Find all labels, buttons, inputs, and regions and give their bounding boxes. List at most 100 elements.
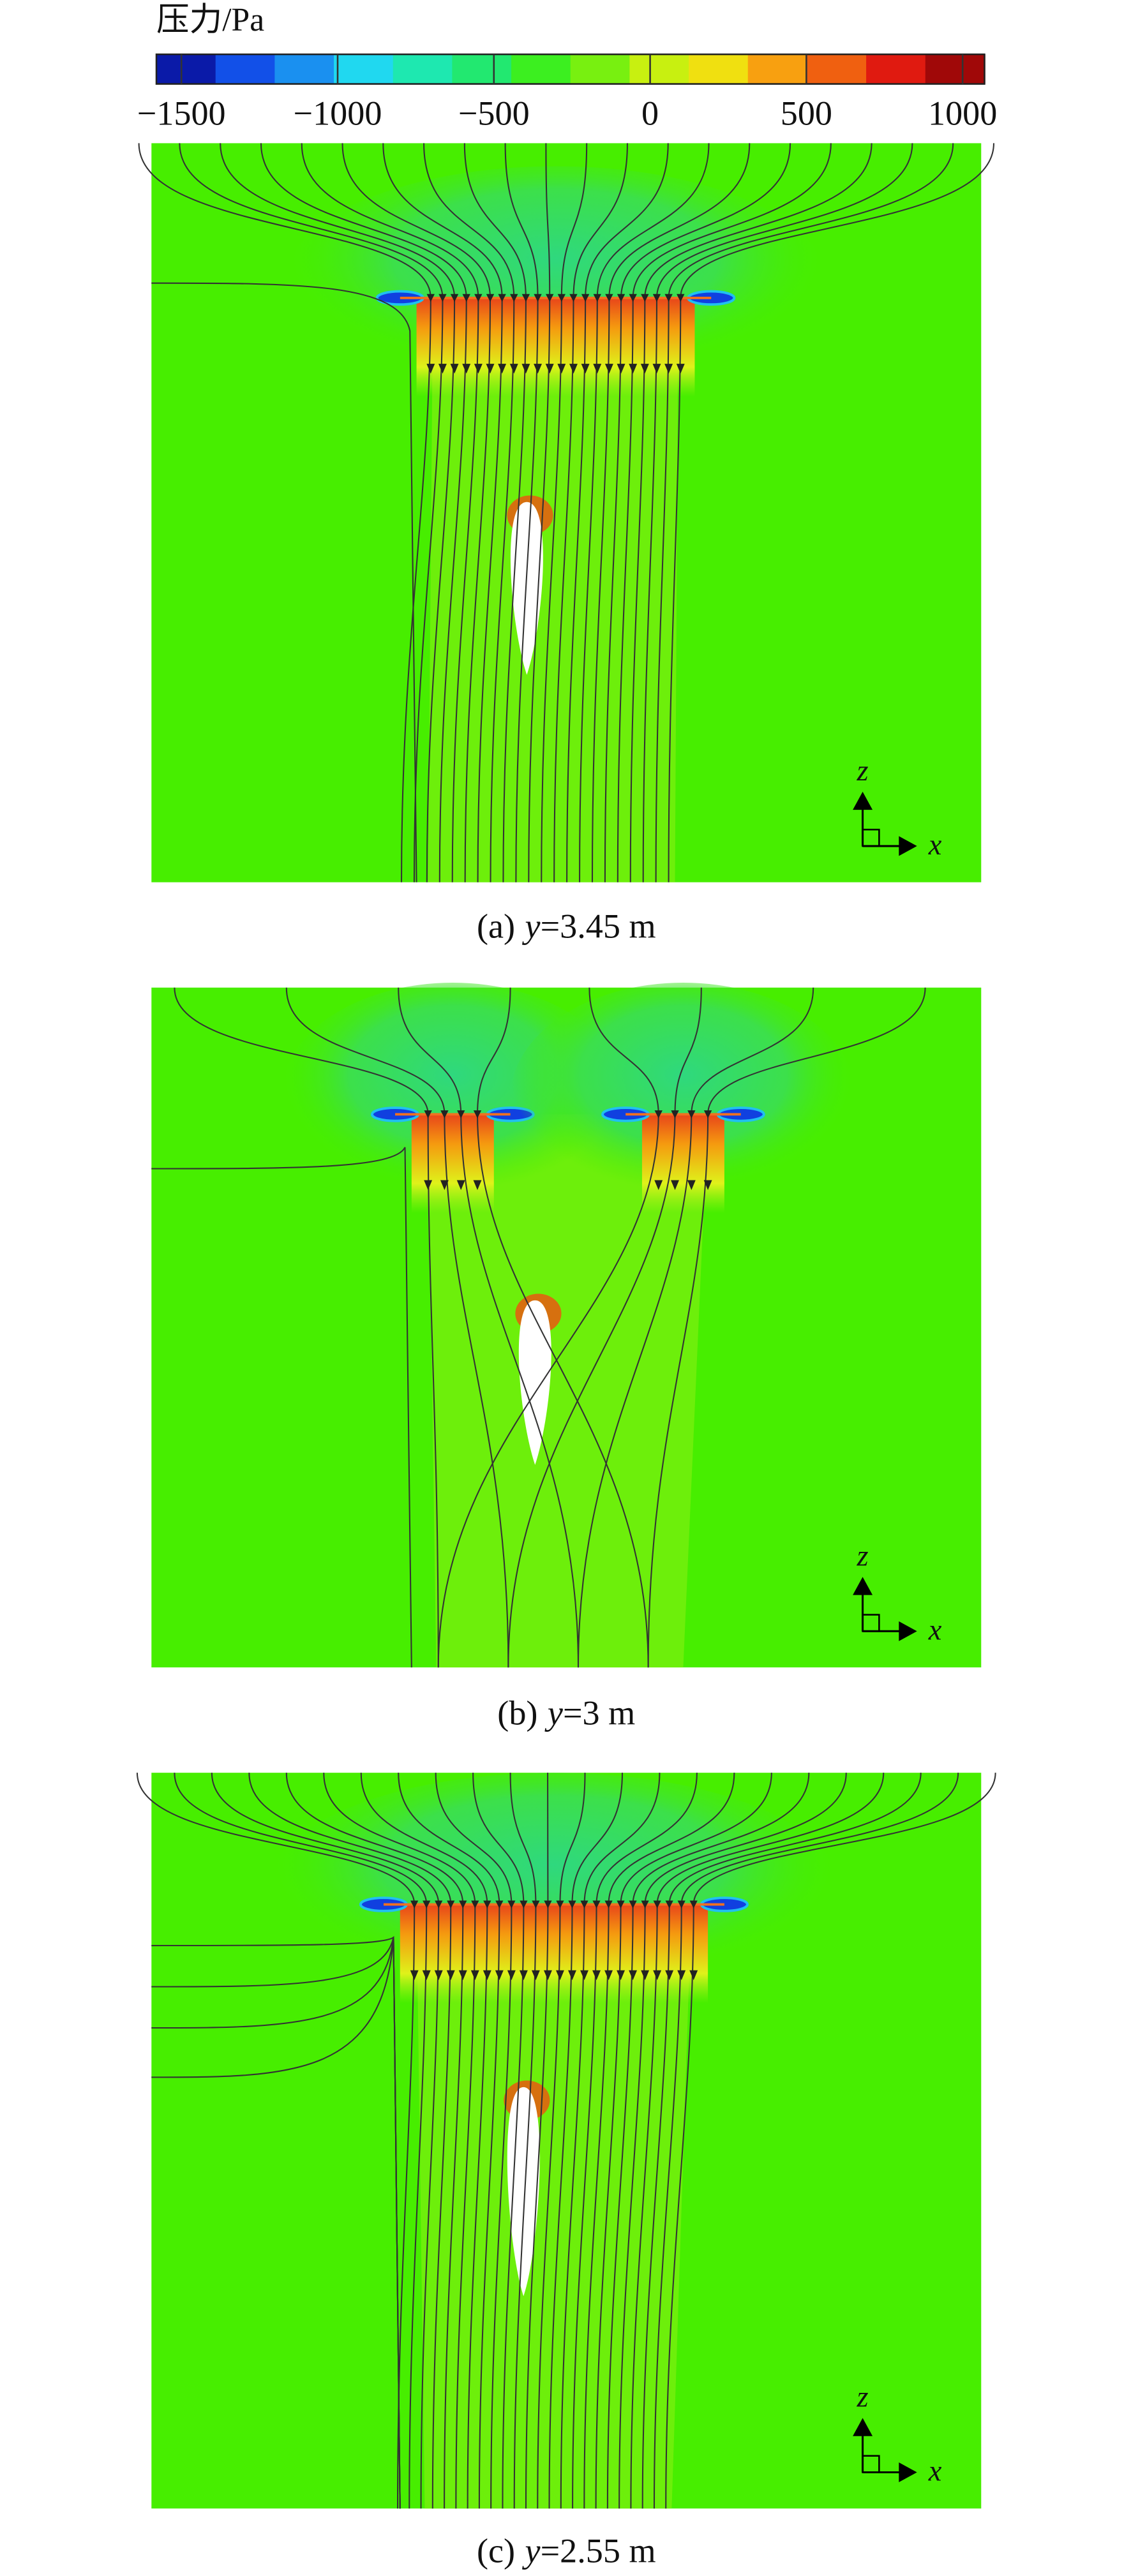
- streamline: [301, 143, 483, 882]
- high-pressure: [641, 1114, 724, 1214]
- colorbar-segment: [334, 54, 394, 84]
- streamline: [642, 143, 913, 882]
- colorbar-tick-label: −1000: [294, 94, 382, 133]
- streamline-arrow: [543, 1970, 552, 1981]
- streamline-arrow: [617, 1970, 625, 1981]
- streamline-arrow: [671, 1180, 679, 1191]
- streamline: [174, 987, 439, 1668]
- streamline-arrow: [604, 364, 613, 374]
- streamline-arrow: [534, 364, 543, 374]
- streamline: [653, 1773, 959, 2509]
- streamline-arrow: [592, 1970, 601, 1981]
- streamline-arrow: [687, 1180, 696, 1191]
- streamline: [463, 143, 530, 882]
- caption: (c) y=2.55 m: [477, 2532, 656, 2570]
- streamline-arrow: [652, 364, 661, 374]
- streamline-arrow: [617, 364, 625, 374]
- streamline-arrow: [440, 1180, 449, 1191]
- streamline: [641, 1773, 922, 2509]
- axis-x-head: [899, 836, 917, 856]
- streamline: [560, 1773, 661, 2509]
- streamline-arrow: [446, 1970, 455, 1981]
- streamline: [220, 143, 459, 882]
- streamline: [382, 143, 506, 882]
- axis-label: z: [857, 1540, 869, 1572]
- caption: (b) y=3 m: [497, 1694, 635, 1732]
- colorbar: −1500 −1000 −500 0 500 1000: [137, 53, 997, 133]
- streamline-arrow: [665, 1970, 674, 1981]
- streamline: [655, 143, 954, 882]
- streamline-arrow: [654, 1180, 663, 1191]
- colorbar-tick-label: 0: [641, 94, 659, 133]
- colorbar-segment: [156, 54, 216, 84]
- colorbar-segment: [925, 54, 985, 84]
- axis-x-head: [899, 1621, 917, 1641]
- streamline: [360, 1773, 491, 2509]
- streamline: [665, 1773, 996, 2509]
- streamline: [472, 1773, 528, 2509]
- streamline: [398, 1773, 504, 2509]
- caption-label: (c): [477, 2532, 515, 2570]
- streamline-arrow: [434, 1970, 443, 1981]
- axis-z-head: [853, 1577, 873, 1595]
- streamline-arrow: [474, 364, 483, 374]
- streamline-arrow: [410, 1970, 419, 1981]
- streamline: [525, 1773, 552, 2509]
- streamline-arrow: [470, 1970, 479, 1981]
- caption-value: =3 m: [563, 1694, 635, 1732]
- streamline: [473, 987, 649, 1668]
- streamline: [509, 1773, 540, 2509]
- streamline: [398, 987, 580, 1668]
- streamline-arrow: [629, 1970, 638, 1981]
- axis-label: z: [857, 755, 869, 787]
- colorbar-segment: [689, 54, 749, 84]
- caption-label: (a): [477, 907, 515, 946]
- streamline-arrow: [498, 364, 507, 374]
- streamline-arrow: [580, 1970, 588, 1981]
- high-pressure: [400, 1904, 708, 2004]
- streamline-arrow: [569, 364, 578, 374]
- streamline-arrow: [507, 1970, 516, 1981]
- wake: [428, 297, 678, 882]
- streamline: [136, 1773, 419, 2509]
- streamline: [617, 143, 832, 882]
- streamline-arrow: [456, 1180, 465, 1191]
- colorbar-segment: [570, 54, 631, 84]
- streamline-arrow: [640, 364, 649, 374]
- streamline-arrow: [458, 1970, 467, 1981]
- colorbar-title: 压力/Pa: [156, 2, 264, 38]
- streamline: [548, 1773, 624, 2509]
- caption-label: (b): [497, 1694, 537, 1732]
- streamline-arrow: [556, 1970, 564, 1981]
- colorbar-tick-label: −500: [458, 94, 530, 133]
- streamline: [260, 143, 470, 882]
- streamline-arrow: [593, 364, 602, 374]
- axis-z-head: [853, 791, 873, 810]
- streamline: [323, 1773, 479, 2509]
- axis-z-head: [853, 2418, 873, 2436]
- streamline-arrow: [653, 1970, 662, 1981]
- streamline: [151, 1937, 401, 2509]
- streamline-arrow: [604, 1970, 613, 1981]
- streamline: [504, 143, 542, 882]
- colorbar-segment: [511, 54, 572, 84]
- colorbar-tick-label: 500: [781, 94, 832, 133]
- streamline: [437, 987, 663, 1668]
- streamline: [595, 1773, 772, 2509]
- streamline: [528, 143, 554, 882]
- streamline-arrow: [422, 1970, 431, 1981]
- streamline: [211, 1773, 443, 2509]
- foil: [510, 502, 543, 675]
- streamline-arrow: [531, 1970, 540, 1981]
- streamline: [151, 1147, 412, 1668]
- axis-label: x: [928, 1614, 942, 1647]
- panel: zx: [151, 982, 982, 1668]
- colorbar-segment: [215, 54, 276, 84]
- streamline: [423, 143, 518, 882]
- streamline-arrow: [462, 364, 471, 374]
- colorbar-tick-label: 1000: [928, 94, 997, 133]
- streamline: [507, 987, 702, 1668]
- axis-label: z: [857, 2381, 869, 2414]
- streamline: [174, 1773, 431, 2509]
- streamline-arrow: [486, 364, 495, 374]
